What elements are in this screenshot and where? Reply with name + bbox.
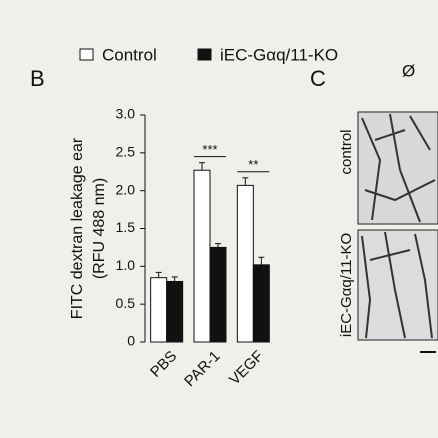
- legend-swatch: [197, 48, 212, 61]
- significance-label: ***: [202, 142, 217, 157]
- bar: [193, 169, 211, 343]
- panel-label: C: [310, 66, 326, 91]
- bar: [236, 184, 254, 343]
- y-tick-label: 2.0: [116, 181, 136, 197]
- y-tick-label: 1.5: [116, 219, 136, 235]
- column-label: Ø: [402, 61, 415, 80]
- bar: [252, 264, 270, 343]
- y-tick-label: 0.5: [116, 295, 136, 311]
- significance-label: **: [248, 157, 258, 172]
- bar: [166, 280, 184, 343]
- x-tick-label: PAR-1: [181, 348, 223, 390]
- error-bar: [199, 162, 205, 171]
- panel-label: B: [30, 66, 45, 91]
- y-tick-label: 2.5: [116, 144, 136, 160]
- error-bar: [215, 243, 221, 248]
- row-label: control: [338, 129, 355, 174]
- bar: [209, 246, 227, 343]
- x-tick-label: VEGF: [226, 348, 267, 389]
- legend-label: Control: [102, 45, 157, 64]
- error-bar: [171, 276, 178, 282]
- error-bar: [258, 256, 265, 265]
- micrograph: [357, 111, 438, 353]
- row-label: iEC-Gαq/11-KO: [338, 233, 355, 337]
- y-tick-label: 0: [127, 333, 135, 349]
- error-bar: [155, 271, 162, 278]
- y-axis-label: FITC dextran leakage ear: [69, 137, 86, 319]
- y-tick-label: 1.0: [116, 257, 136, 273]
- x-tick-label: PBS: [147, 348, 180, 381]
- bar: [150, 277, 168, 343]
- y-tick-label: 3.0: [116, 106, 136, 122]
- legend-swatch: [79, 48, 94, 61]
- y-axis-label: (RFU 488 nm): [91, 178, 108, 279]
- legend-label: iEC-Gαq/11-KO: [220, 45, 338, 64]
- error-bar: [242, 177, 249, 186]
